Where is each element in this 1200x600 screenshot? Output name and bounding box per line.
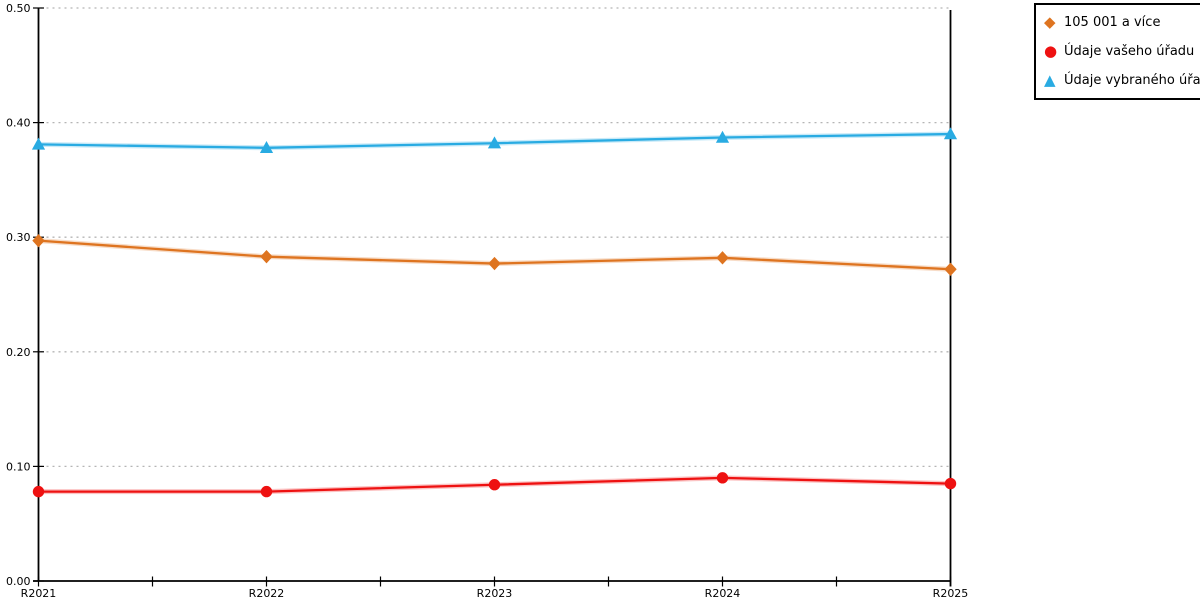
legend: ◆ 105 001 a více ● Údaje vašeho úřadu ▲ … xyxy=(1034,3,1200,100)
data-point-marker xyxy=(716,472,729,484)
y-axis-ticks: 0.00 0.10 0.20 0.30 0.40 0.50 xyxy=(6,2,44,588)
data-point-marker xyxy=(32,485,45,498)
data-point-marker xyxy=(715,130,730,143)
legend-label: 105 001 a více xyxy=(1064,15,1161,30)
x-tick-label: R2023 xyxy=(477,587,513,600)
data-point-marker xyxy=(260,485,273,498)
y-tick-label: 0.40 xyxy=(6,117,31,130)
gridlines xyxy=(40,7,950,468)
data-point-marker xyxy=(260,249,273,264)
series-line-group xyxy=(32,233,957,276)
data-point-marker xyxy=(488,256,501,271)
data-point-marker xyxy=(487,136,502,149)
legend-item: ● Údaje vašeho úřadu xyxy=(1044,37,1200,66)
x-tick-label: R2024 xyxy=(705,587,741,600)
diamond-icon: ◆ xyxy=(1044,13,1056,31)
series-line-group xyxy=(31,127,958,154)
axes xyxy=(33,8,952,587)
legend-item: ▲ Údaje vybraného úřadu xyxy=(1044,66,1200,95)
data-point-marker xyxy=(944,477,957,490)
x-tick-label: R2025 xyxy=(933,587,969,600)
legend-item: ◆ 105 001 a více xyxy=(1044,8,1200,37)
data-point-marker xyxy=(259,141,274,154)
y-tick-label: 0.50 xyxy=(6,2,31,15)
data-point-marker xyxy=(716,251,729,265)
legend-label: Údaje vašeho úřadu xyxy=(1064,44,1195,59)
data-point-marker xyxy=(32,233,45,248)
data-point-marker xyxy=(488,479,501,491)
x-axis-ticks: R2021 R2022 R2023 R2024 R2025 xyxy=(21,576,969,600)
data-point-marker xyxy=(31,137,46,150)
y-tick-label: 0.20 xyxy=(6,346,31,359)
data-point-marker xyxy=(943,127,958,140)
circle-icon: ● xyxy=(1044,42,1058,60)
data-point-marker xyxy=(944,262,957,276)
y-tick-label: 0.00 xyxy=(6,575,31,588)
series-line-group xyxy=(32,472,957,498)
x-tick-label: R2021 xyxy=(21,587,57,600)
y-tick-label: 0.30 xyxy=(6,231,31,244)
legend-label: Údaje vybraného úřadu xyxy=(1064,73,1200,88)
triangle-icon: ▲ xyxy=(1044,71,1056,89)
x-tick-label: R2022 xyxy=(249,587,285,600)
y-tick-label: 0.10 xyxy=(6,460,31,473)
